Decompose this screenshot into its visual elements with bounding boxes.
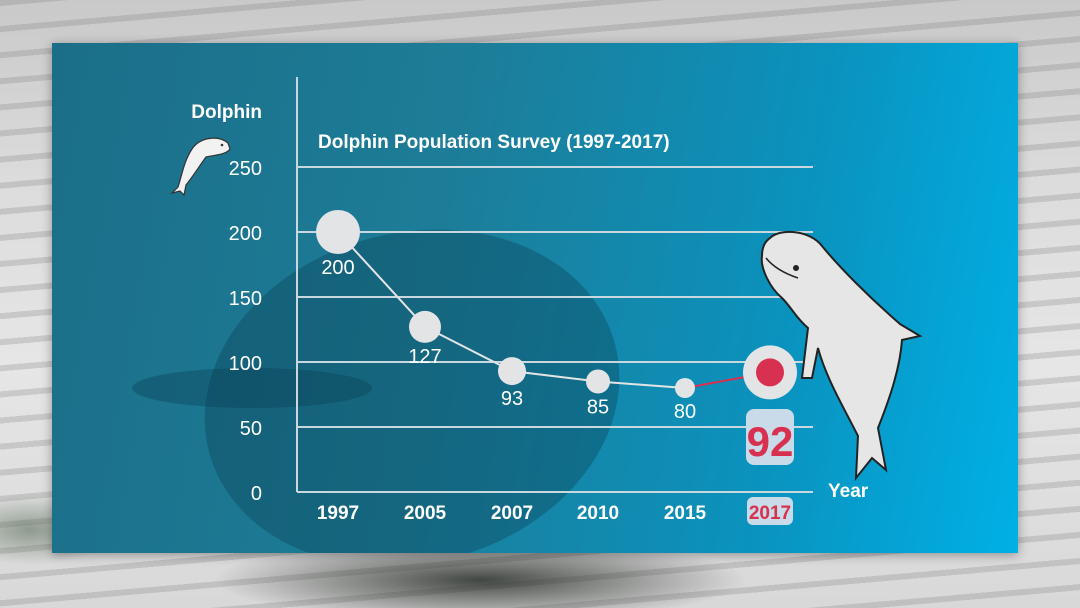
data-label: 127	[408, 346, 441, 368]
data-point	[316, 210, 360, 254]
y-axis-label: Dolphin	[191, 102, 262, 123]
highlight-value-badge	[746, 409, 794, 465]
data-point	[586, 369, 610, 394]
y-tick-label: 100	[229, 353, 262, 375]
data-label: 80	[674, 401, 696, 423]
dolphin-icon-small	[170, 137, 231, 197]
data-label: 200	[321, 257, 354, 279]
ghost-fin-shape	[132, 368, 372, 408]
beluga-illustration	[760, 230, 923, 482]
series-segment	[511, 370, 599, 383]
x-tick-label: 2010	[577, 503, 619, 524]
data-point	[409, 310, 441, 343]
y-tick-label: 200	[229, 223, 262, 245]
highlight-year-badge	[747, 497, 793, 525]
x-tick-label: 2005	[404, 503, 447, 524]
x-tick-label: 2007	[491, 503, 533, 524]
x-tick-label: 1997	[317, 503, 359, 524]
series-segment	[597, 380, 686, 389]
y-tick-label: 250	[229, 158, 262, 180]
y-tick-label: 150	[229, 288, 262, 310]
data-label: 85	[587, 397, 609, 419]
series-segment	[424, 326, 513, 372]
y-tick-label: 50	[240, 418, 262, 440]
highlight-value: 92	[747, 418, 794, 465]
data-point	[675, 378, 695, 398]
x-tick-label: 2017	[749, 503, 791, 524]
highlight-dot	[756, 358, 784, 387]
x-axis-label: Year	[828, 481, 869, 502]
data-label: 93	[501, 388, 523, 410]
y-tick-label: 0	[251, 483, 262, 505]
chart-title: Dolphin Population Survey (1997-2017)	[318, 132, 670, 153]
x-tick-label: 2015	[664, 503, 707, 524]
data-point	[498, 357, 526, 386]
